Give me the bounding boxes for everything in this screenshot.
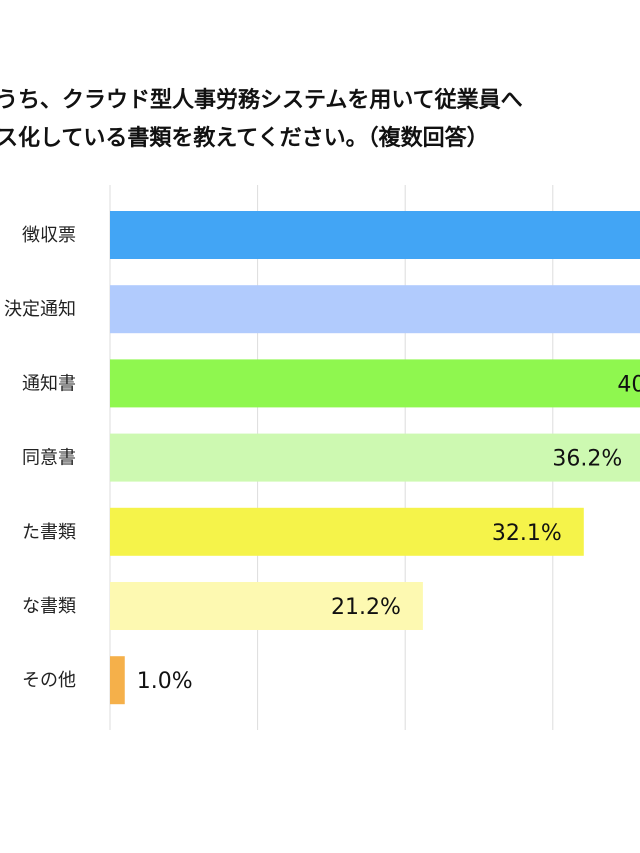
chart-title-line-2: ス化している書類を教えてください。（複数回答） [0, 126, 489, 151]
chart-title-line-1: うち、クラウド型人事労務システムを用いて従業員へ [0, 88, 523, 113]
bar [110, 507, 584, 556]
category-label: な書類 [22, 596, 76, 617]
data-label: 1.0% [137, 669, 193, 694]
category-label: た書類 [22, 522, 76, 543]
bar [110, 359, 640, 408]
bar [110, 433, 640, 482]
data-label: 40.6% [617, 372, 640, 397]
data-label: 36.2% [552, 447, 622, 472]
category-label: 決定通知 [4, 299, 76, 320]
data-label: 21.2% [331, 595, 401, 620]
category-label: 同意書 [22, 448, 76, 469]
data-label: 32.1% [492, 521, 562, 546]
bar [110, 656, 125, 705]
category-label: 通知書 [22, 373, 76, 394]
bar [110, 582, 423, 630]
bar [110, 211, 640, 259]
category-label: その他 [22, 670, 76, 691]
bar [110, 285, 640, 334]
category-label: 徴収票 [22, 225, 76, 246]
